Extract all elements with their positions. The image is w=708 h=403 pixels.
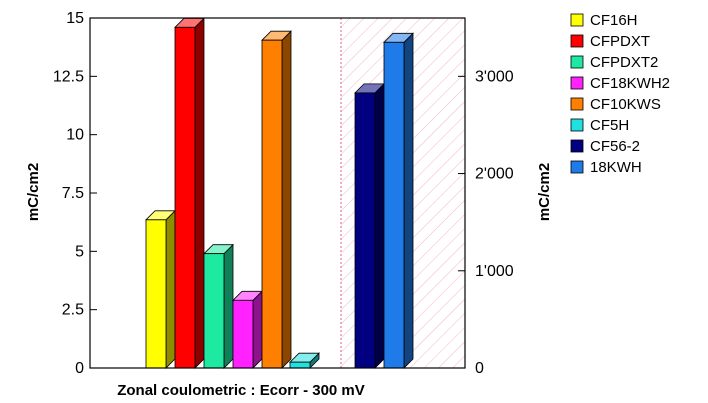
bar-front xyxy=(261,39,283,369)
y-axis-title-left: mC/cm2 xyxy=(25,163,42,221)
y-tick-label: 0 xyxy=(75,360,84,377)
y-tick-label: 2.5 xyxy=(62,302,84,319)
legend-label: CF10KWS xyxy=(590,96,661,113)
bar-side xyxy=(223,243,234,369)
legend-swatch xyxy=(570,118,584,132)
legend-item-cfpdxt: CFPDXT xyxy=(570,33,650,50)
x-axis-title: Zonal coulometric : Ecorr - 300 mV xyxy=(117,382,365,399)
bar-side xyxy=(252,290,263,369)
bar-front xyxy=(232,299,254,369)
bar-front xyxy=(383,41,405,369)
bar-cf18kwh2 xyxy=(232,290,263,369)
legend-item-18kwh: 18KWH xyxy=(570,159,642,176)
legend: CF16H CFPDXT CFPDXT2 CF18KWH2 CF10KWS CF5H CF5… xyxy=(570,12,670,176)
legend-swatch xyxy=(570,160,584,174)
legend-label: CF56-2 xyxy=(590,138,640,155)
legend-item-cf10kws: CF10KWS xyxy=(570,96,661,113)
bar-side xyxy=(194,17,205,369)
bar-cf16h xyxy=(145,209,176,369)
legend-item-cfpdxt2: CFPDXT2 xyxy=(570,54,658,71)
y-axis-title-right: mC/cm2 xyxy=(536,163,553,221)
legend-label: CF5H xyxy=(590,117,629,134)
y-tick-label: 12.5 xyxy=(53,68,84,85)
legend-item-cf18kwh2: CF18KWH2 xyxy=(570,75,670,92)
bar-cf56-2 xyxy=(354,82,385,369)
bar-cfpdxt2 xyxy=(203,243,234,369)
legend-swatch xyxy=(570,97,584,111)
y-tick-label: 10 xyxy=(66,127,84,144)
bar-front xyxy=(354,92,376,369)
y2-tick-label: 3'000 xyxy=(475,68,514,85)
bar-front xyxy=(289,361,311,369)
legend-label: CF16H xyxy=(590,12,638,29)
y2-tick-label: 1'000 xyxy=(475,263,514,280)
bar-front xyxy=(174,26,196,369)
bar-cf5h xyxy=(289,352,320,369)
bar-front xyxy=(203,253,225,369)
bar-side xyxy=(374,82,385,369)
bar-side xyxy=(403,32,414,369)
axes: 0 2.5 5 7.5 10 12.5 15 0 1'000 2'000 3'000 xyxy=(53,10,514,377)
legend-item-cf16h: CF16H xyxy=(570,12,638,29)
legend-label: CFPDXT xyxy=(590,33,650,50)
legend-label: 18KWH xyxy=(590,159,642,176)
y-tick-label: 15 xyxy=(66,10,84,27)
y2-tick-label: 0 xyxy=(475,360,484,377)
legend-label: CFPDXT2 xyxy=(590,54,658,71)
legend-swatch xyxy=(570,139,584,153)
y-tick-label: 7.5 xyxy=(62,185,84,202)
legend-item-cf56-2: CF56-2 xyxy=(570,138,640,155)
y-tick-label: 5 xyxy=(75,243,84,260)
bar-side xyxy=(281,30,292,369)
legend-swatch xyxy=(570,55,584,69)
bar-cf10kws xyxy=(261,30,292,369)
y2-tick-label: 2'000 xyxy=(475,166,514,183)
bars xyxy=(145,17,414,369)
legend-swatch xyxy=(570,34,584,48)
bar-18kwh xyxy=(383,32,414,369)
legend-swatch xyxy=(570,13,584,27)
legend-label: CF18KWH2 xyxy=(590,75,670,92)
legend-item-cf5h: CF5H xyxy=(570,117,629,134)
bar-cfpdxt xyxy=(174,17,205,369)
bar-side xyxy=(165,209,176,369)
legend-swatch xyxy=(570,76,584,90)
bar-front xyxy=(145,219,167,369)
